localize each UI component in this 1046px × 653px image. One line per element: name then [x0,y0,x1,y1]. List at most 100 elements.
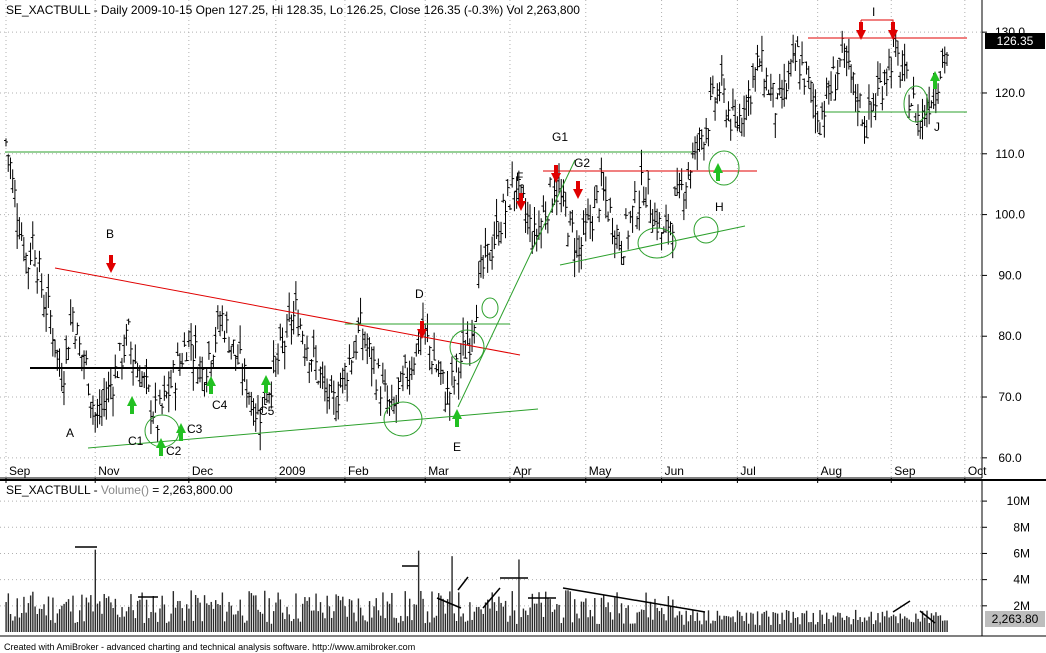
annotation-label-h: H [715,200,724,214]
ohlc-bar [784,83,789,100]
volume-bar [721,619,723,632]
ohlc-bar [175,342,180,357]
volume-bar [556,604,558,632]
ohlc-bar [249,391,254,416]
volume-bar [915,613,917,632]
x-tick-label: Dec [192,464,213,478]
volume-bar [455,620,458,632]
ohlc-bar [12,179,17,208]
ohlc-bar [655,208,660,241]
ohlc-bar [806,65,811,89]
ohlc-bar [148,400,153,435]
volume-bar [293,618,295,632]
ohlc-bar [400,365,405,392]
volume-bar [409,598,411,632]
ohlc-bar [73,335,78,349]
volume-bar [45,615,47,632]
ohlc-bar [574,230,579,258]
volume-bar [540,602,542,632]
ohlc-bar [895,40,900,66]
ohlc-bar [858,93,863,109]
volume-bar [344,606,346,632]
arrow-up-c4 [206,376,216,394]
volume-bar [261,613,264,632]
volume-bar [917,618,919,632]
ohlc-bar [704,117,709,144]
volume-bar [373,606,375,632]
volume-bar [413,604,415,632]
volume-bar [239,599,241,632]
ohlc-bar [936,83,941,104]
ohlc-bar [70,307,75,332]
ohlc-bar [8,157,13,180]
volume-bar [139,599,141,632]
ohlc-bar [592,186,597,209]
volume-bar [148,618,150,632]
ohlc-bar [316,380,321,385]
ohlc-bar [108,368,113,400]
ohlc-bar [523,198,528,233]
volume-bar [119,617,121,632]
volume-bar [901,618,904,632]
ohlc-bar [826,80,831,105]
ohlc-bar [842,43,847,68]
volume-bar [78,610,81,632]
ohlc-bar [632,181,637,204]
ohlc-bar [244,379,249,408]
ohlc-bar [449,356,454,386]
ohlc-bar [699,129,704,150]
ohlc-bar [365,333,370,365]
arrow-up-c3 [176,423,186,441]
ohlc-bar [659,232,664,251]
volume-bar [482,613,484,632]
annotation-label-j: J [934,120,940,134]
annotation-label-i: I [872,5,875,19]
volume-bar [906,617,908,632]
ohlc-bar [766,89,771,96]
volume-bar [785,610,788,632]
volume-bar [72,595,74,632]
volume-bar [511,591,513,632]
volume-bar [295,593,297,632]
ohlc-bar [289,314,294,345]
volume-bar [339,600,342,632]
ohlc-bar [755,44,760,71]
ohlc-bar [255,395,260,415]
volume-bar [288,614,290,632]
volume-bar [353,612,355,632]
ohlc-bar [363,331,368,349]
volume-bar [163,604,166,632]
volume-bar [123,616,125,632]
ohlc-bar [445,370,450,405]
ohlc-bar [878,63,883,83]
volume-bar [221,592,224,632]
volume-bar [823,623,826,632]
ohlc-bar [485,243,490,273]
volume-bar [203,595,206,632]
volume-bar [611,619,614,632]
ohlc-bar [933,84,938,114]
volume-bar [734,622,736,632]
volume-bar [284,619,286,632]
ohlc-bar [548,177,553,188]
ohlc-bar [39,273,44,298]
x-axis: Sep Nov Dec 2009 Feb Mar Apr May Jun Jul Aug Sep Oct [5,464,987,483]
volume-bar [652,619,654,632]
volume-bar [759,625,761,632]
volume-bar [243,622,246,632]
volume-bar [839,612,841,632]
volume-bar [449,591,451,632]
volume-bar [808,622,810,632]
ohlc-bar [521,184,526,199]
ohlc-bar [75,322,80,335]
volume-annotation-line [482,587,501,609]
ohlc-bar [938,71,943,80]
volume-bar [431,591,433,632]
ohlc-bar [291,300,296,335]
volume-bar [933,615,935,632]
volume-bar [716,610,719,632]
ohlc-bar [753,67,758,92]
ohlc-bar [135,362,140,378]
volume-bar [545,591,547,632]
